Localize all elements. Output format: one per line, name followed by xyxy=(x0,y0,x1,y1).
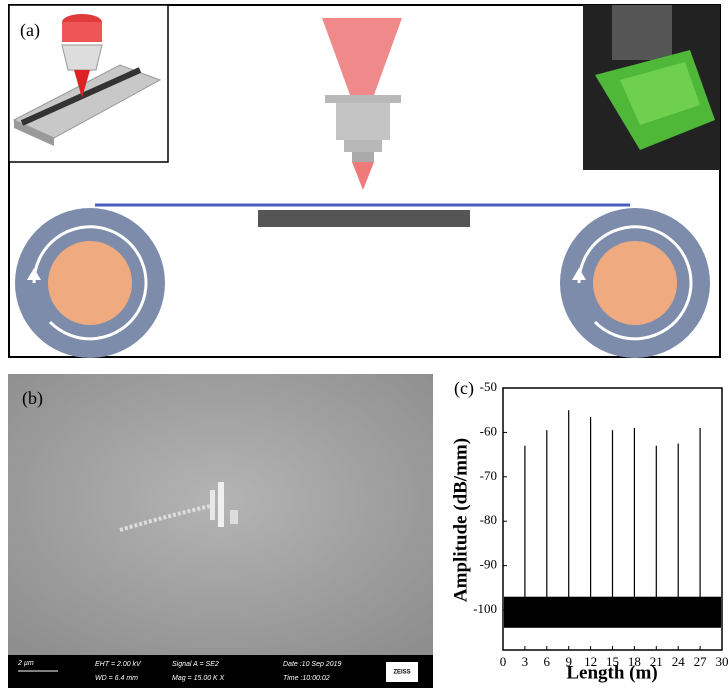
sem-info: Date :10 Sep 2019 xyxy=(283,661,341,668)
x-tick-label: 18 xyxy=(628,654,641,669)
sem-infobar xyxy=(8,655,433,688)
sem-info: WD = 6.4 mm xyxy=(95,675,138,682)
nozzle-icon xyxy=(62,45,102,70)
panel-label: (a) xyxy=(20,20,40,41)
y-tick-label: -80 xyxy=(480,512,497,527)
laser-icon-body xyxy=(62,22,102,42)
sem-info: Mag = 15.00 K X xyxy=(172,675,225,682)
panel-b: 2 µm EHT = 2.00 kV WD = 6.4 mm Signal A … xyxy=(8,374,433,688)
nozzle-flange xyxy=(325,95,401,103)
scale-text: 2 µm xyxy=(17,660,34,667)
spool-left xyxy=(15,208,165,358)
sem-feature xyxy=(210,490,215,520)
sem-feature xyxy=(218,482,224,527)
sem-info: Signal A = SE2 xyxy=(172,661,219,668)
x-tick-label: 30 xyxy=(716,654,728,669)
panel-label: (b) xyxy=(22,388,43,409)
x-tick-label: 3 xyxy=(522,654,529,669)
sem-feature xyxy=(230,510,238,524)
sem-info: Time :10:00:02 xyxy=(283,675,330,682)
y-tick-label: -90 xyxy=(480,557,497,572)
sem-info: EHT = 2.00 kV xyxy=(95,661,142,668)
nozzle-tip xyxy=(352,152,374,162)
figure: (a) 2 µm EHT = 2.00 kV WD = xyxy=(0,0,728,688)
y-axis-label: Amplitude (dB/mm) xyxy=(450,438,471,602)
spool-right xyxy=(560,208,710,358)
y-tick-label: -100 xyxy=(473,601,497,616)
x-tick-label: 15 xyxy=(606,654,619,669)
y-tick-label: -70 xyxy=(480,468,497,483)
x-tick-label: 12 xyxy=(584,654,597,669)
x-tick-label: 0 xyxy=(500,654,507,669)
x-tick-label: 9 xyxy=(565,654,572,669)
x-tick-label: 21 xyxy=(650,654,663,669)
panel-a: (a) xyxy=(9,5,720,358)
x-tick-label: 24 xyxy=(672,654,686,669)
brand: ZEISS xyxy=(393,670,410,676)
stage xyxy=(258,210,470,227)
y-tick-label: -60 xyxy=(480,423,497,438)
objective xyxy=(612,5,672,60)
y-tick-label: -50 xyxy=(480,379,497,394)
nozzle-body xyxy=(336,103,390,140)
x-tick-label: 27 xyxy=(694,654,708,669)
nozzle-step xyxy=(344,140,382,152)
x-tick-label: 6 xyxy=(544,654,551,669)
panel-label: (c) xyxy=(454,378,474,399)
